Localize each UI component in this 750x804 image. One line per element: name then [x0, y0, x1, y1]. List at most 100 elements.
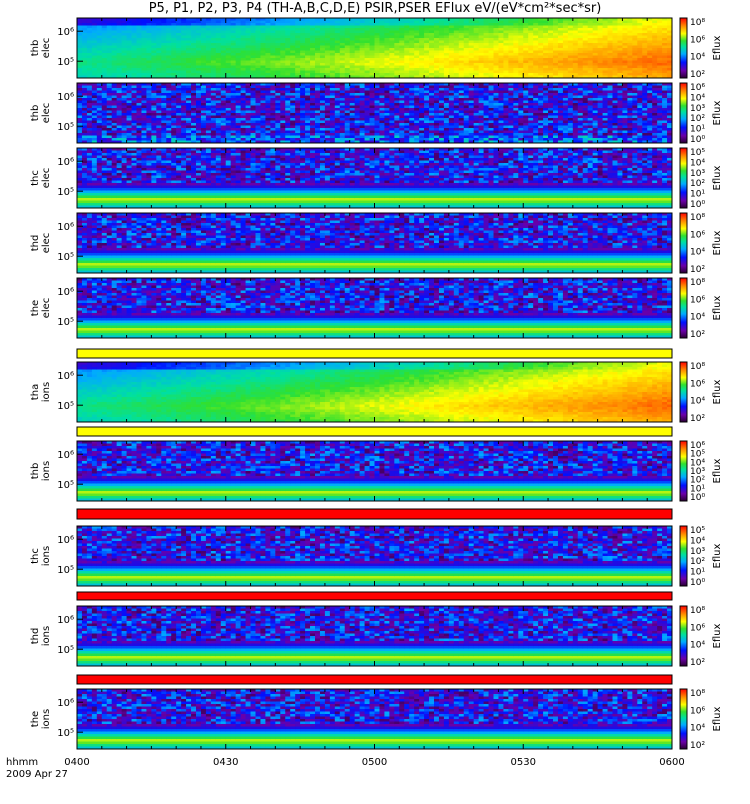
heatmap-cell [112, 31, 117, 34]
heatmap-cell [270, 58, 275, 61]
heatmap-cell [226, 73, 231, 76]
heatmap-cell [141, 28, 146, 31]
heatmap-cell [112, 66, 117, 69]
heatmap-cell [355, 73, 360, 76]
heatmap-cell [112, 26, 117, 29]
heatmap-cell [593, 48, 598, 51]
heatmap-cell [399, 36, 404, 39]
heatmap-cell [498, 23, 503, 26]
heatmap-cell [340, 58, 345, 61]
heatmap-cell [191, 23, 196, 26]
heatmap-cell [246, 48, 251, 51]
heatmap-cell [444, 61, 449, 64]
heatmap-cell [77, 43, 82, 46]
heatmap-cell [459, 23, 464, 26]
heatmap-cell [161, 46, 166, 49]
heatmap-cell [523, 41, 528, 44]
heatmap-cell [543, 33, 548, 36]
heatmap-cell [151, 43, 156, 46]
heatmap-cell [156, 38, 161, 41]
heatmap-cell [617, 68, 622, 71]
heatmap-cell [265, 36, 270, 39]
heatmap-cell [508, 68, 513, 71]
heatmap-cell [563, 71, 568, 74]
heatmap-cell [211, 23, 216, 26]
heatmap-cell [132, 36, 137, 39]
heatmap-cell [449, 28, 454, 31]
heatmap-cell [176, 68, 181, 71]
heatmap-cell [384, 23, 389, 26]
heatmap-cell [573, 73, 578, 76]
heatmap-cell [275, 46, 280, 49]
heatmap-cell [300, 21, 305, 24]
heatmap-cell [132, 21, 137, 24]
heatmap-cell [360, 33, 365, 36]
panel-0: thbelec10⁶10⁵10⁸10⁶10⁴10²Eflux [30, 18, 723, 80]
heatmap-cell [151, 36, 156, 39]
heatmap-cell [508, 28, 513, 31]
heatmap-cell [404, 31, 409, 34]
heatmap-cell [305, 28, 310, 31]
heatmap-cell [548, 38, 553, 41]
heatmap-cell [82, 26, 87, 29]
heatmap-cell [375, 46, 380, 49]
heatmap-cell [523, 61, 528, 64]
heatmap-cell [419, 51, 424, 54]
heatmap-cell [548, 21, 553, 24]
heatmap-cell [578, 61, 583, 64]
heatmap-cell [489, 21, 494, 24]
heatmap-cell [419, 53, 424, 56]
heatmap-cell [593, 71, 598, 74]
heatmap-cell [226, 38, 231, 41]
heatmap-cell [503, 71, 508, 74]
heatmap-cell [82, 28, 87, 31]
heatmap-cell [280, 56, 285, 59]
heatmap-cell [102, 41, 107, 44]
heatmap-cell [598, 58, 603, 61]
heatmap-cell [439, 66, 444, 69]
heatmap-cell [87, 41, 92, 44]
heatmap-cell [117, 28, 122, 31]
heatmap-cell [464, 56, 469, 59]
heatmap-cell [345, 61, 350, 64]
heatmap-cell [404, 68, 409, 71]
heatmap-cell [87, 63, 92, 66]
heatmap-cell [538, 26, 543, 29]
heatmap-cell [603, 51, 608, 54]
heatmap-cell [117, 41, 122, 44]
heatmap-cell [379, 68, 384, 71]
heatmap-cell [97, 26, 102, 29]
heatmap-cell [409, 33, 414, 36]
heatmap-cell [171, 63, 176, 66]
heatmap-cell [97, 41, 102, 44]
heatmap-cell [365, 28, 370, 31]
heatmap-cell [513, 33, 518, 36]
heatmap-cell [231, 61, 236, 64]
heatmap-cell [518, 33, 523, 36]
heatmap-cell [508, 53, 513, 56]
heatmap-cell [375, 23, 380, 26]
heatmap-cell [132, 63, 137, 66]
heatmap-cell [617, 58, 622, 61]
heatmap-cell [498, 46, 503, 49]
heatmap-cell [256, 21, 261, 24]
heatmap-cell [265, 58, 270, 61]
heatmap-cell [528, 46, 533, 49]
heatmap-cell [553, 51, 558, 54]
heatmap-cell [161, 53, 166, 56]
heatmap-cell [553, 38, 558, 41]
heatmap-cell [355, 33, 360, 36]
heatmap-cell [335, 63, 340, 66]
heatmap-cell [231, 21, 236, 24]
heatmap-cell [315, 66, 320, 69]
heatmap-cell [608, 53, 613, 56]
heatmap-cell [543, 31, 548, 34]
heatmap-cell [310, 58, 315, 61]
heatmap-cell [613, 58, 618, 61]
heatmap-cell [603, 43, 608, 46]
heatmap-cell [533, 33, 538, 36]
heatmap-cell [617, 48, 622, 51]
heatmap-cell [87, 58, 92, 61]
heatmap-cell [489, 73, 494, 76]
heatmap-cell [513, 43, 518, 46]
